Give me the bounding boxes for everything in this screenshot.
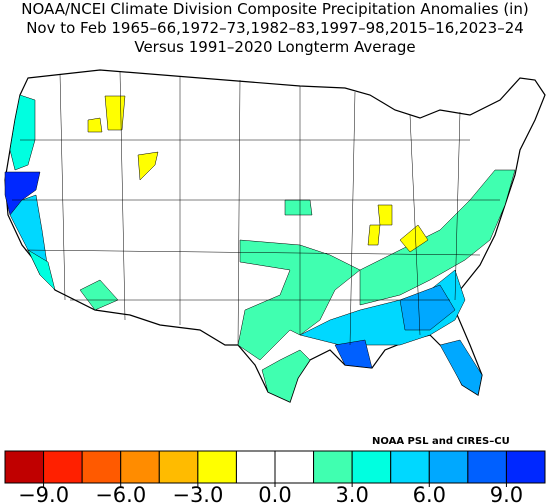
- colorbar-swatch: [4, 450, 45, 484]
- colorbar-swatch: [390, 450, 430, 484]
- colorbar-swatch: [351, 450, 392, 484]
- colorbar-swatch: [197, 450, 237, 484]
- colorbar-tick-label: 3.0: [335, 483, 368, 504]
- colorbar-tick-label: −3.0: [172, 483, 223, 504]
- colorbar-swatch: [428, 450, 469, 484]
- colorbar-tick-label: 9.0: [490, 483, 523, 504]
- subtitle: Versus 1991–2020 Longterm Average: [134, 38, 415, 56]
- colorbar-tick-label: −6.0: [95, 483, 146, 504]
- us-map: [4, 69, 546, 403]
- colorbar-tick-label: −9.0: [18, 483, 69, 504]
- colorbar: −9.0 −6.0 −3.0 0.0 3.0 6.0 9.0: [4, 450, 546, 504]
- colorbar-swatch: [274, 450, 315, 484]
- colorbar-tick-label: 0.0: [258, 483, 291, 504]
- title: NOAA/NCEI Climate Division Composite Pre…: [21, 0, 528, 18]
- colorbar-swatch: [43, 450, 83, 484]
- colorbar-tick-label: 6.0: [413, 483, 446, 504]
- subtitle: Nov to Feb 1965–66,1972–73,1982–83,1997–…: [26, 19, 524, 37]
- colorbar-swatch: [120, 450, 160, 484]
- colorbar-swatch: [158, 450, 199, 484]
- credit: NOAA PSL and CIRES–CU: [372, 436, 510, 447]
- colorbar-swatch: [467, 450, 507, 484]
- colorbar-swatch: [505, 450, 546, 484]
- colorbar-swatch: [81, 450, 122, 484]
- colorbar-swatch: [313, 450, 353, 484]
- colorbar-swatch: [235, 450, 276, 484]
